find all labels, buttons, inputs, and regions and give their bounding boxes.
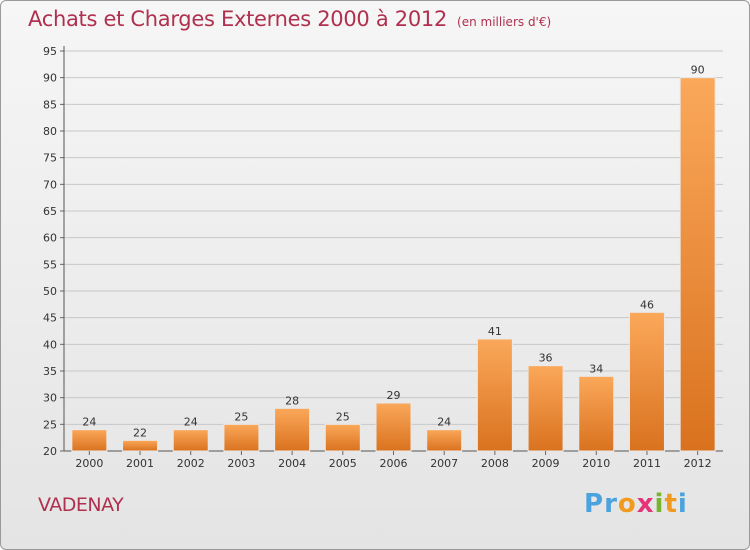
bar-2005 [324,423,361,452]
data-label: 24 [184,416,198,429]
chart-title-text: Achats et Charges Externes 2000 à 2012 [28,7,448,31]
bar-2008 [476,338,513,452]
logo-letter: i [677,489,688,519]
x-tick-label: 2005 [329,457,357,470]
data-label: 29 [387,389,401,402]
x-tick-label: 2000 [75,457,103,470]
x-tick-label: 2001 [126,457,154,470]
x-tick-label: 2009 [532,457,560,470]
logo-letter: i [654,489,665,519]
y-tick-label: 35 [43,365,57,378]
x-tick-label: 2003 [227,457,255,470]
y-tick-label: 55 [43,258,57,271]
logo-letter: x [636,489,655,519]
bar-2001 [122,439,159,452]
data-label: 25 [234,410,248,423]
bar-2000 [71,429,108,452]
data-label: 24 [437,416,451,429]
x-tick-label: 2007 [430,457,458,470]
y-tick-label: 45 [43,312,57,325]
y-tick-label: 70 [43,178,57,191]
logo-letter: o [617,489,637,519]
logo-letter: r [604,489,618,519]
y-tick-label: 80 [43,125,57,138]
data-label: 24 [82,416,96,429]
y-tick-label: 30 [43,392,57,405]
logo-letter: P [584,489,605,519]
data-label: 22 [133,426,147,439]
y-tick-label: 60 [43,232,57,245]
x-tick-label: 2004 [278,457,306,470]
bar-2007 [426,429,463,452]
data-label: 34 [589,362,603,375]
y-tick-label: 25 [43,418,57,431]
x-tick-label: 2008 [481,457,509,470]
data-label: 25 [336,410,350,423]
data-label: 41 [488,325,502,338]
municipality-name: VADENAY [38,494,124,516]
y-tick-label: 65 [43,205,57,218]
bar-2010 [578,375,615,452]
y-tick-label: 90 [43,72,57,85]
y-tick-label: 50 [43,285,57,298]
proxiti-logo: Proxiti [584,489,688,519]
data-label: 28 [285,394,299,407]
chart-title: Achats et Charges Externes 2000 à 2012 (e… [28,7,551,31]
bar-2006 [375,402,412,452]
x-tick-label: 2010 [582,457,610,470]
y-tick-label: 75 [43,152,57,165]
data-label: 36 [539,352,553,365]
bar-2011 [628,311,665,452]
x-tick-label: 2006 [380,457,408,470]
y-tick-label: 20 [43,445,57,458]
chart-subtitle: (en milliers d'€) [457,15,552,29]
bar-2009 [527,365,564,452]
x-tick-label: 2011 [633,457,661,470]
y-tick-label: 95 [43,45,57,58]
bar-2002 [172,429,209,452]
x-tick-label: 2002 [177,457,205,470]
bar-2003 [223,423,260,452]
data-label: 46 [640,298,654,311]
bar-2004 [274,407,311,452]
y-tick-label: 85 [43,98,57,111]
data-label: 90 [691,64,705,77]
bar-2012 [679,77,716,452]
y-tick-label: 40 [43,338,57,351]
x-tick-label: 2012 [684,457,712,470]
logo-letter: t [664,489,678,519]
